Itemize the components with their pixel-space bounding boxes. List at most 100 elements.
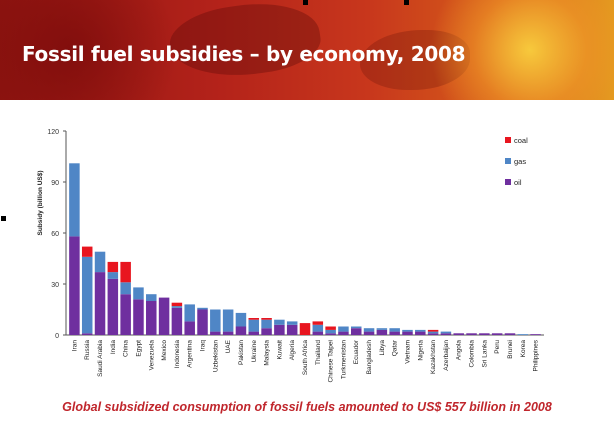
bar-oil xyxy=(248,331,260,335)
bar-oil xyxy=(261,328,272,335)
category-label: Mexico xyxy=(161,340,168,361)
bar-oil xyxy=(274,324,285,335)
bar-coal xyxy=(299,323,311,335)
bar-oil xyxy=(363,331,375,335)
y-tick-label: 60 xyxy=(51,231,59,238)
bar-oil xyxy=(325,333,336,335)
bar-oil xyxy=(402,331,413,335)
bar-gas xyxy=(389,328,400,332)
page-title: Fossil fuel subsidies – by economy, 2008 xyxy=(22,42,466,66)
bar-oil xyxy=(312,331,324,335)
category-label: Ecuador xyxy=(353,339,360,364)
category-label: Malaysia xyxy=(264,340,271,366)
bar-oil xyxy=(184,321,195,335)
bar-oil xyxy=(146,301,157,335)
bar-gas xyxy=(517,334,529,335)
category-label: Uzbekistan xyxy=(212,340,219,373)
bar-gas xyxy=(415,329,426,332)
bar-gas xyxy=(107,272,119,279)
bar-oil xyxy=(171,307,183,335)
legend-label-gas: gas xyxy=(514,157,526,166)
category-label: Brunei xyxy=(507,340,514,359)
bar-coal xyxy=(120,261,131,283)
bar-gas xyxy=(69,163,80,237)
header-banner: Fossil fuel subsidies – by economy, 2008 xyxy=(0,0,614,100)
bar-oil xyxy=(530,334,541,335)
category-label: Russia xyxy=(84,340,91,360)
category-label: Ukraine xyxy=(251,340,258,363)
bar-coal xyxy=(325,326,336,330)
category-label: Chinese Taipei xyxy=(328,340,335,383)
bar-gas xyxy=(248,319,260,332)
bar-gas xyxy=(261,319,272,329)
category-label: Nigeria xyxy=(417,340,424,361)
category-label: Turkmenistan xyxy=(340,340,347,380)
category-label: Saudi Arabia xyxy=(97,340,104,377)
bar-gas xyxy=(133,287,144,300)
legend-swatch-gas xyxy=(505,158,511,164)
bar-gas xyxy=(338,326,349,332)
bar-gas xyxy=(312,324,324,332)
bar-coal xyxy=(312,321,324,325)
bar-oil xyxy=(338,331,349,335)
category-label: Algeria xyxy=(289,340,296,361)
category-label: Qatar xyxy=(392,339,399,356)
subsidy-chart: 0 30 60 90 120 Subsidy (billion US$) Iran Russi… xyxy=(37,129,544,383)
bar-gas xyxy=(184,304,195,322)
bar-oil xyxy=(453,333,464,335)
bar-oil xyxy=(222,331,234,335)
banner-decoration xyxy=(0,0,200,100)
bar-gas xyxy=(222,309,234,332)
bar-oil xyxy=(197,309,208,335)
bar-oil xyxy=(133,299,144,335)
category-label: Argentina xyxy=(187,340,194,368)
category-label: China xyxy=(123,340,130,357)
bar-coal xyxy=(171,302,183,307)
category-label: Iraq xyxy=(200,340,207,352)
bar-oil xyxy=(350,328,362,335)
category-label: Venezuela xyxy=(148,340,155,371)
bar-oil xyxy=(466,333,477,335)
corner-marker xyxy=(404,0,409,5)
category-label: Egypt xyxy=(135,340,142,357)
category-label: Libya xyxy=(379,340,386,356)
category-label: UAE xyxy=(225,339,232,353)
bar-gas xyxy=(235,312,247,327)
category-label: Pakistan xyxy=(238,340,245,365)
bar-gas xyxy=(274,319,285,325)
bar-coal xyxy=(427,329,439,332)
bar-gas xyxy=(197,307,208,310)
category-label: South Africa xyxy=(302,340,309,375)
legend-label-coal: coal xyxy=(514,136,528,145)
bar-oil xyxy=(504,333,516,335)
footer-note: Global subsidized consumption of fossil … xyxy=(62,400,552,414)
bar-oil xyxy=(107,278,119,335)
bar-gas xyxy=(325,329,336,334)
bar-gas xyxy=(286,321,298,325)
bar-gas xyxy=(402,329,413,332)
category-label: India xyxy=(110,340,117,354)
y-axis-label: Subsidy (billion US$) xyxy=(37,170,44,235)
category-label: Angola xyxy=(456,340,463,361)
legend-label-oil: oil xyxy=(514,178,522,187)
bar-gas xyxy=(350,326,362,329)
bar-oil xyxy=(415,331,426,335)
bar-gas xyxy=(171,306,183,308)
legend-swatch-oil xyxy=(505,179,511,185)
bar-oil xyxy=(376,329,388,335)
bar-coal xyxy=(107,261,119,273)
category-label: Peru xyxy=(494,340,501,354)
bar-gas xyxy=(363,328,375,332)
bar-coal xyxy=(248,318,260,320)
bar-coal xyxy=(261,318,272,320)
bar-gas xyxy=(146,294,157,301)
category-label: Korea xyxy=(520,340,527,358)
category-label: Bangladesh xyxy=(366,340,373,375)
corner-marker xyxy=(303,0,308,5)
bar-oil xyxy=(286,324,298,335)
bar-coal xyxy=(81,246,93,257)
banner-decoration xyxy=(420,0,614,100)
category-label: Philippines xyxy=(533,339,540,371)
bar-gas xyxy=(376,328,388,330)
category-label: Iran xyxy=(71,340,78,352)
